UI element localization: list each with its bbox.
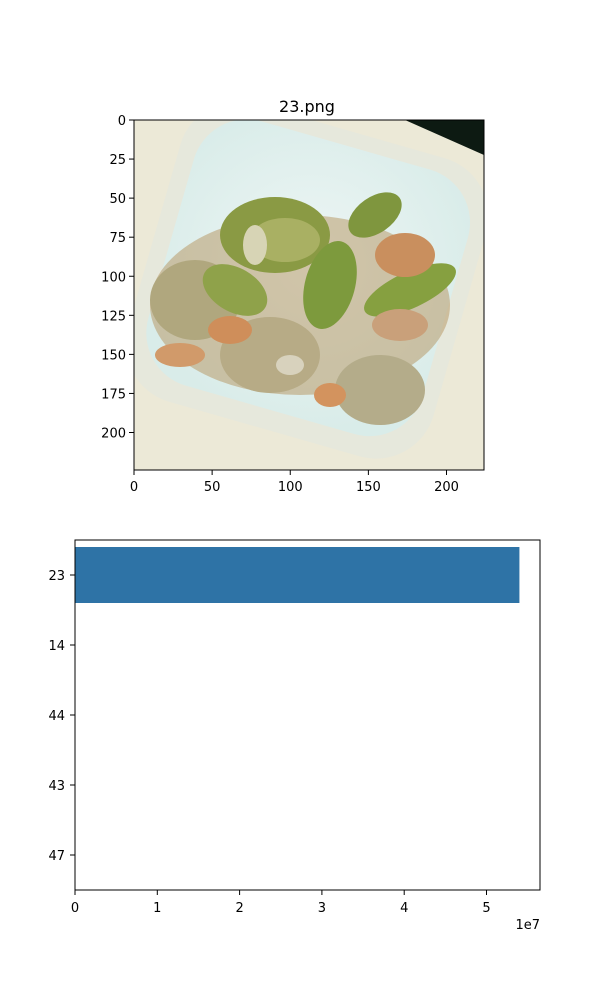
image-y-tick-label: 100 <box>101 270 126 285</box>
bar-category-label: 23 <box>48 569 65 584</box>
bar-x-tick-label: 1 <box>153 901 161 916</box>
bar-x-tick-label: 5 <box>482 901 490 916</box>
image-y-tick-label: 175 <box>101 387 126 402</box>
bar-x-tick-label: 3 <box>318 901 326 916</box>
bar-x-tick-label: 0 <box>71 901 79 916</box>
image-y-tick-label: 75 <box>109 231 126 246</box>
bar-y-axis: 23 14 44 43 47 <box>48 569 75 864</box>
image-x-tick-label: 150 <box>356 480 381 495</box>
bar-x-axis: 0 1 2 3 4 5 <box>71 890 491 916</box>
image-x-axis: 0 50 100 150 200 <box>130 470 459 495</box>
image-y-tick-label: 25 <box>109 153 126 168</box>
image-chart: 23.png <box>101 97 485 495</box>
bar-category-label: 43 <box>48 779 65 794</box>
image-axes-frame <box>133 119 485 471</box>
image-y-axis: 0 25 50 75 100 125 150 175 200 <box>101 114 134 442</box>
image-chart-title: 23.png <box>279 97 335 116</box>
bar-category-label: 14 <box>48 639 65 654</box>
image-y-tick-label: 150 <box>101 348 126 363</box>
food-items <box>150 192 456 425</box>
bar-category-label: 47 <box>48 849 65 864</box>
bar-23 <box>75 547 520 603</box>
bar-category-label: 44 <box>48 709 65 724</box>
bar-x-tick-label: 4 <box>400 901 408 916</box>
image-y-tick-label: 0 <box>118 114 126 129</box>
image-x-tick-label: 100 <box>278 480 303 495</box>
image-y-tick-label: 50 <box>109 192 126 207</box>
image-x-tick-label: 200 <box>434 480 459 495</box>
bar-x-tick-label: 2 <box>235 901 243 916</box>
image-y-tick-label: 125 <box>101 309 126 324</box>
image-x-tick-label: 0 <box>130 480 138 495</box>
food-photo <box>134 120 484 470</box>
image-y-tick-label: 200 <box>101 427 126 442</box>
bar-series <box>75 547 520 603</box>
x-axis-offset-label: 1e7 <box>515 918 540 933</box>
image-x-tick-label: 50 <box>204 480 221 495</box>
